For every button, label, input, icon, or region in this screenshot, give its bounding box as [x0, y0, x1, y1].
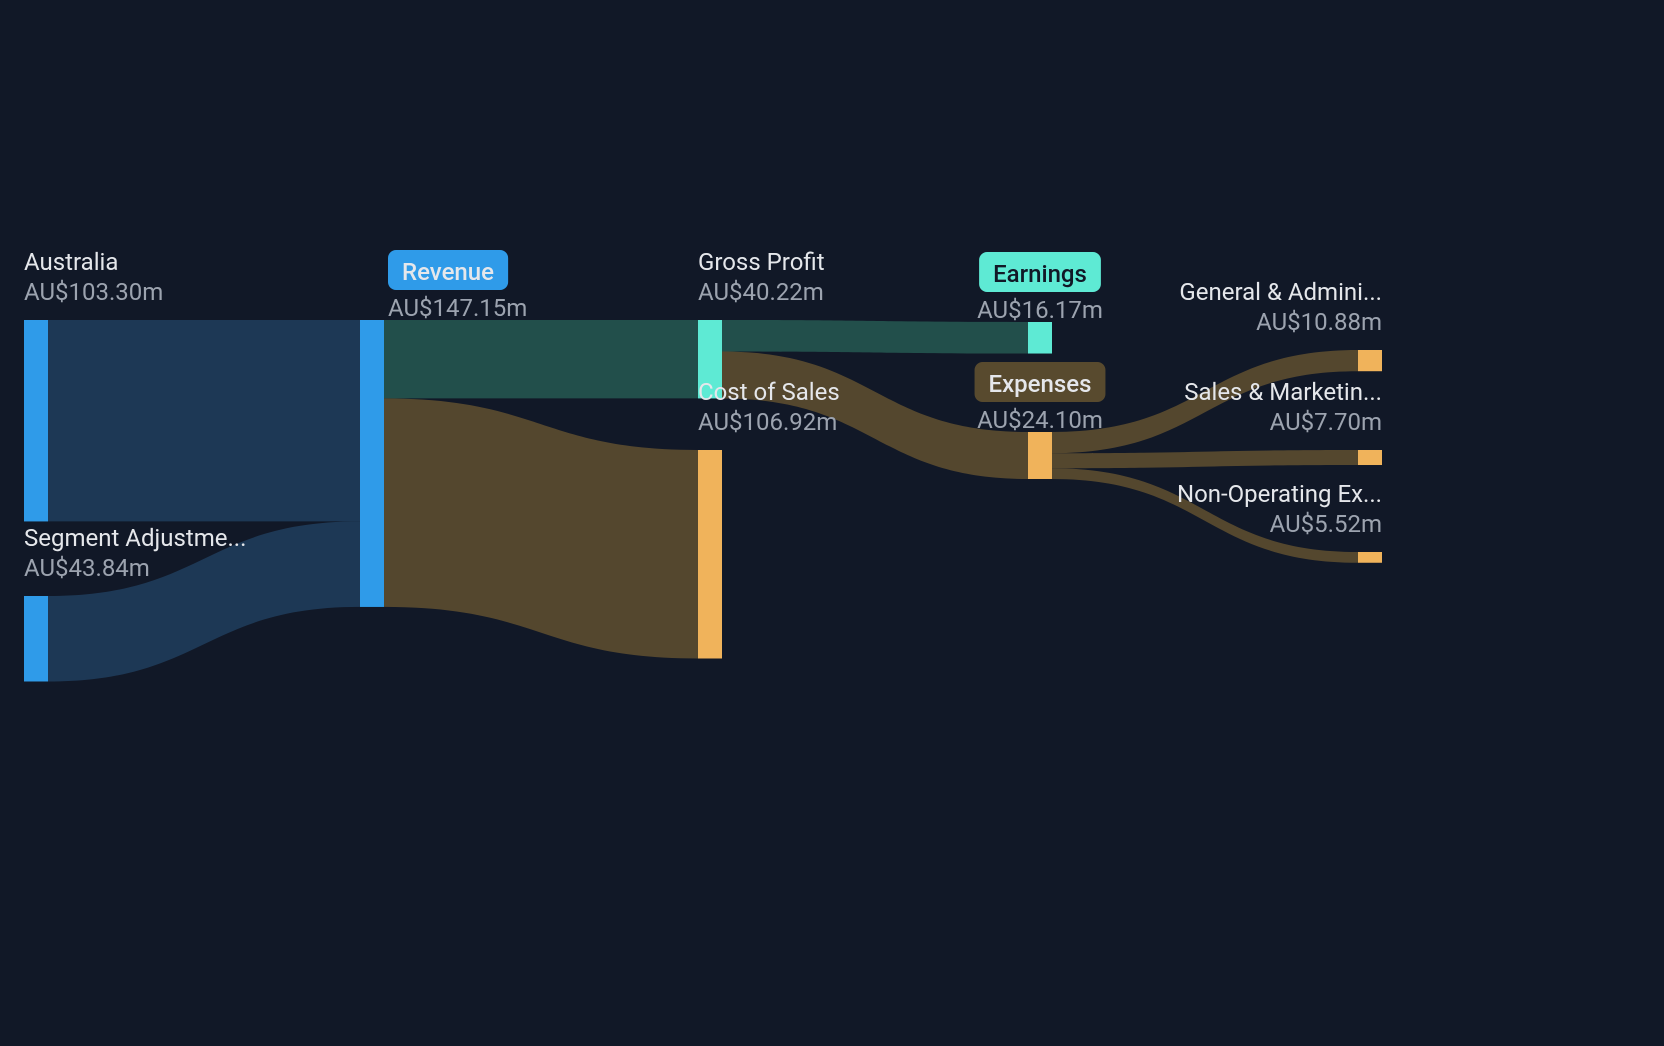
node-value-earnings: AU$16.17m	[977, 296, 1103, 324]
sankey-link-australia-revenue[interactable]	[48, 320, 360, 521]
node-label-australia: Australia	[24, 248, 118, 276]
node-label-sm: Sales & Marketin...	[1184, 378, 1382, 406]
node-value-revenue: AU$147.15m	[388, 294, 527, 322]
node-label-expenses: Expenses	[989, 370, 1092, 398]
sankey-chart: AustraliaAU$103.30mSegment Adjustme...AU…	[0, 0, 1664, 1046]
node-value-expenses: AU$24.10m	[977, 406, 1103, 434]
sankey-node-revenue[interactable]	[360, 320, 384, 607]
sankey-link-revenue-gross[interactable]	[384, 320, 698, 398]
node-value-ga: AU$10.88m	[1256, 308, 1382, 336]
sankey-node-australia[interactable]	[24, 320, 48, 521]
sankey-node-earnings[interactable]	[1028, 322, 1052, 354]
node-label-gross: Gross Profit	[698, 248, 825, 276]
node-label-revenue: Revenue	[402, 258, 494, 286]
sankey-node-cost[interactable]	[698, 450, 722, 658]
sankey-link-revenue-cost[interactable]	[384, 398, 698, 658]
node-label-earnings: Earnings	[993, 260, 1087, 288]
sankey-link-gross-earnings[interactable]	[722, 320, 1028, 354]
node-label-ga: General & Admini...	[1179, 278, 1382, 306]
node-label-nonop: Non-Operating Ex...	[1177, 480, 1382, 508]
sankey-node-segment[interactable]	[24, 596, 48, 681]
node-value-segment: AU$43.84m	[24, 554, 150, 582]
sankey-link-expenses-sm[interactable]	[1052, 450, 1358, 468]
node-value-nonop: AU$5.52m	[1270, 510, 1382, 538]
node-label-segment: Segment Adjustme...	[24, 524, 246, 552]
node-value-sm: AU$7.70m	[1270, 408, 1382, 436]
node-label-cost: Cost of Sales	[698, 378, 840, 406]
sankey-node-ga[interactable]	[1358, 350, 1382, 371]
sankey-node-expenses[interactable]	[1028, 432, 1052, 479]
sankey-node-sm[interactable]	[1358, 450, 1382, 465]
node-value-australia: AU$103.30m	[24, 278, 163, 306]
sankey-node-nonop[interactable]	[1358, 552, 1382, 563]
node-value-cost: AU$106.92m	[698, 408, 837, 436]
node-value-gross: AU$40.22m	[698, 278, 824, 306]
